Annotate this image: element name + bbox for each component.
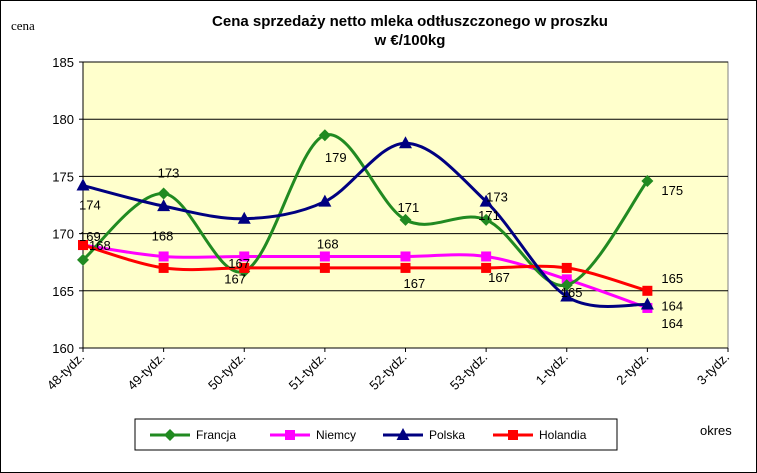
point-holandia — [239, 262, 250, 273]
point-francja — [318, 129, 331, 142]
plot-area — [82, 61, 729, 349]
x-tick-label: 51-tydz. — [286, 350, 329, 393]
point-polska — [157, 199, 171, 212]
point-holandia — [400, 262, 411, 273]
y-tick-label: 170 — [52, 227, 74, 242]
data-label-niemcy: 168 — [152, 228, 174, 243]
data-label-polska: 174 — [79, 198, 101, 213]
point-holandia — [158, 262, 169, 273]
legend-marker-francja — [164, 429, 176, 441]
point-polska — [399, 136, 412, 149]
point-polska — [560, 289, 574, 302]
point-niemcy — [400, 251, 411, 262]
data-label-polska: 164 — [661, 299, 683, 314]
legend-label-holandia: Holandia — [539, 428, 587, 442]
data-label-polska: 173 — [486, 190, 508, 205]
legend-marker-niemcy — [285, 430, 295, 440]
y-tick-label: 185 — [52, 55, 74, 70]
data-label-holandia: 167 — [488, 270, 510, 285]
legend-marker-holandia — [508, 430, 518, 440]
data-label-francja: 167 — [224, 271, 246, 286]
data-label-francja: 171 — [398, 200, 420, 215]
x-tick-label: 3-tydz. — [694, 350, 732, 388]
x-tick-label: 53-tydz. — [447, 350, 490, 393]
x-tick-label: 48-tydz. — [44, 350, 87, 393]
legend-label-francja: Francja — [196, 428, 236, 442]
point-holandia — [319, 262, 330, 273]
data-label-francja: 168 — [89, 238, 111, 253]
point-polska — [76, 178, 90, 191]
x-tick-label: 2-tydz. — [613, 350, 651, 388]
point-francja — [77, 253, 89, 266]
point-polska — [318, 194, 332, 207]
point-niemcy — [319, 251, 330, 262]
data-label-francja: 175 — [661, 183, 683, 198]
point-polska — [237, 211, 251, 224]
point-polska — [640, 297, 654, 310]
point-holandia — [78, 240, 88, 251]
data-label-francja: 173 — [158, 166, 180, 181]
series-line-francja — [82, 133, 649, 287]
point-niemcy — [481, 251, 492, 262]
chart-subtitle: w €/100kg — [374, 32, 446, 49]
legend-marker-polska — [396, 428, 410, 440]
y-tick-label: 160 — [52, 341, 74, 356]
x-tick-label: 49-tydz. — [124, 350, 167, 393]
point-francja — [641, 174, 654, 187]
point-francja — [560, 279, 573, 292]
legend-label-niemcy: Niemcy — [316, 428, 356, 442]
point-francja — [399, 213, 412, 226]
data-label-holandia: 165 — [661, 271, 683, 286]
y-tick-label: 180 — [52, 112, 74, 127]
series-line-polska — [82, 141, 648, 308]
data-label-francja: 165 — [561, 285, 583, 300]
data-label-francja: 179 — [325, 150, 347, 165]
legend-label-polska: Polska — [429, 428, 465, 442]
data-label-holandia: 167 — [228, 256, 250, 271]
data-label-holandia: 169 — [79, 229, 101, 244]
data-label-niemcy: 168 — [317, 236, 339, 251]
y-tick-label: 165 — [52, 284, 74, 299]
legend — [134, 418, 618, 451]
x-tick-label: 50-tydz. — [205, 350, 248, 393]
point-holandia — [561, 262, 572, 273]
x-tick-label: 1-tydz. — [533, 350, 571, 388]
point-holandia — [642, 285, 653, 296]
point-niemcy — [239, 251, 250, 262]
point-holandia — [481, 262, 492, 273]
chart-title: Cena sprzedaży netto mleka odtłuszczoneg… — [212, 13, 608, 30]
x-tick-label: 52-tydz. — [366, 350, 409, 393]
y-axis-title: cena — [11, 18, 35, 33]
point-niemcy — [158, 251, 169, 262]
point-francja — [157, 187, 170, 200]
x-axis-title: okres — [700, 423, 732, 438]
data-label-niemcy: 164 — [661, 316, 683, 331]
data-label-holandia: 167 — [404, 276, 426, 291]
point-polska — [479, 194, 493, 207]
y-tick-label: 175 — [52, 169, 74, 184]
point-francja — [480, 213, 493, 226]
data-label-francja: 171 — [478, 208, 500, 223]
